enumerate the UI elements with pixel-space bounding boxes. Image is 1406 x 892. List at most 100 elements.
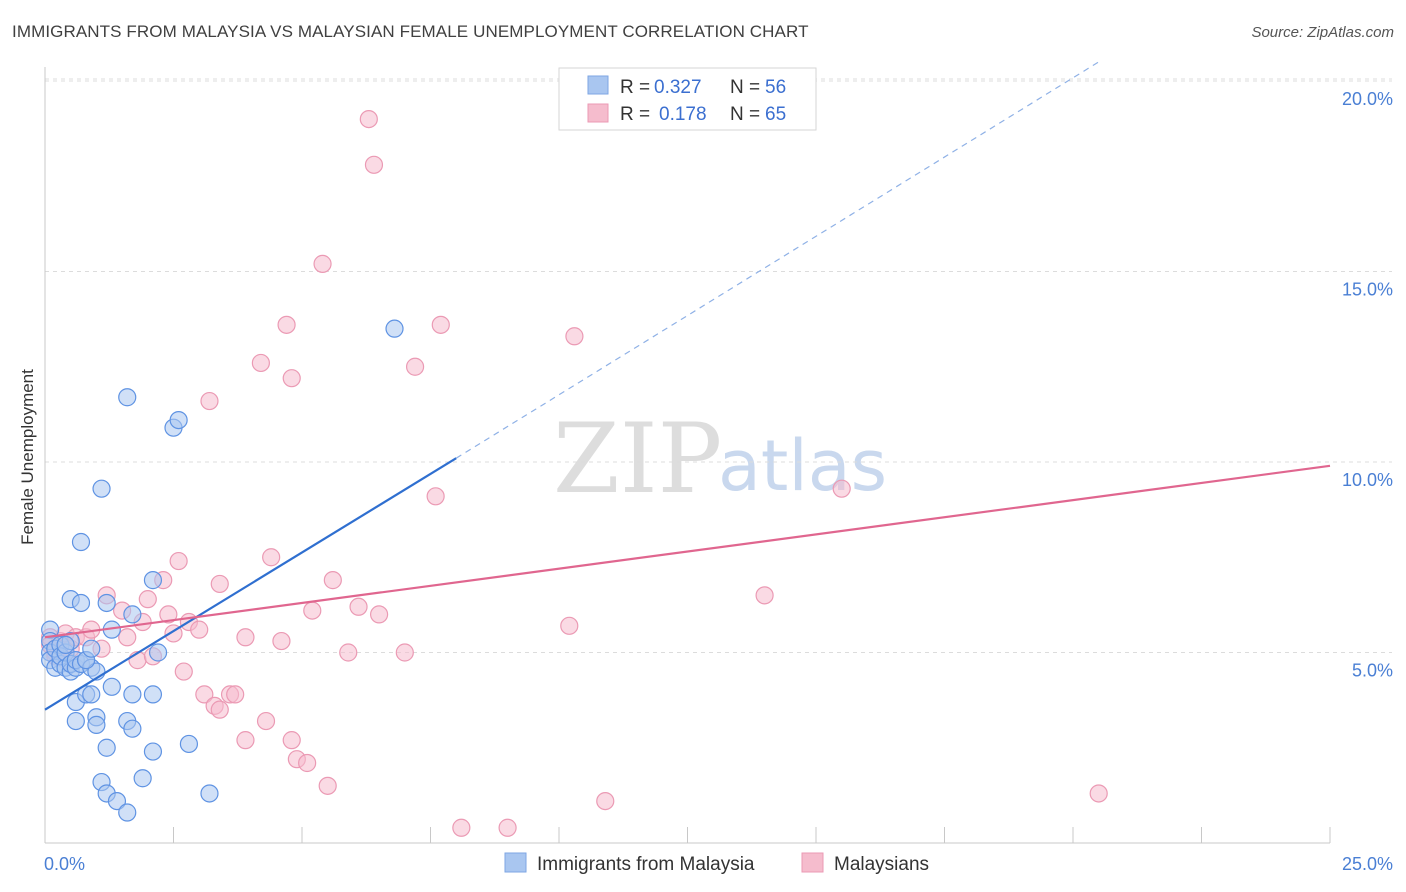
data-point xyxy=(123,605,142,624)
data-point xyxy=(277,315,296,334)
grid xyxy=(45,78,1392,653)
data-point xyxy=(97,738,116,757)
trend-line-malaysians xyxy=(44,464,1331,639)
data-point xyxy=(210,700,229,719)
data-point xyxy=(359,109,378,129)
y-axis-title: Female Unemployment xyxy=(18,369,37,545)
data-point xyxy=(236,731,255,750)
data-point xyxy=(82,639,101,658)
bottom-legend-label-1: Immigrants from Malaysia xyxy=(537,854,755,875)
data-point xyxy=(364,155,384,174)
legend-r-label-1: R = xyxy=(620,77,650,98)
data-point xyxy=(405,357,425,376)
data-point xyxy=(179,734,199,754)
data-point xyxy=(210,574,229,594)
data-point xyxy=(560,616,579,635)
data-point xyxy=(565,327,584,346)
legend-n-value-2: 65 xyxy=(765,104,786,125)
data-point xyxy=(596,791,615,811)
data-point xyxy=(832,479,851,498)
legend-swatch-blue xyxy=(587,75,609,95)
bottom-legend-label-2: Malaysians xyxy=(834,854,929,875)
bottom-legend-swatch-blue xyxy=(504,852,527,873)
data-point xyxy=(1089,784,1108,803)
data-point xyxy=(148,643,168,662)
data-point xyxy=(143,571,163,590)
data-point xyxy=(66,711,85,731)
data-point xyxy=(313,254,332,273)
data-point xyxy=(159,605,178,624)
data-point xyxy=(169,551,188,571)
data-point xyxy=(118,803,137,822)
data-point xyxy=(169,410,188,430)
legend-r-value-2: 0.178 xyxy=(659,104,707,125)
trend-lines xyxy=(44,61,1331,711)
data-point xyxy=(133,769,152,788)
data-point xyxy=(236,628,255,647)
data-point xyxy=(118,388,137,407)
trend-line-immigrants xyxy=(44,457,457,711)
data-point xyxy=(200,391,219,411)
axes xyxy=(44,67,1331,844)
data-point xyxy=(251,353,270,373)
data-point xyxy=(226,685,245,704)
data-point xyxy=(323,571,342,590)
data-point xyxy=(143,742,163,761)
legend-swatch-pink xyxy=(587,103,609,123)
data-point xyxy=(498,818,517,837)
chart-title: IMMIGRANTS FROM MALAYSIA VS MALAYSIAN FE… xyxy=(12,22,809,41)
y-tick-label: 5.0% xyxy=(1352,661,1393,681)
source-label: Source: ZipAtlas.com xyxy=(1251,24,1394,41)
data-point xyxy=(395,643,414,662)
legend-n-label-2: N = xyxy=(730,104,760,125)
data-point xyxy=(143,685,163,704)
data-point xyxy=(107,791,127,811)
data-point xyxy=(71,593,91,613)
data-point xyxy=(385,319,404,338)
data-point xyxy=(349,597,368,616)
data-point xyxy=(195,685,214,704)
data-point xyxy=(138,590,157,609)
immigrants-points xyxy=(41,319,404,822)
data-point xyxy=(56,635,75,654)
data-point xyxy=(87,715,106,734)
data-point xyxy=(318,776,337,795)
data-point xyxy=(262,548,281,567)
data-point xyxy=(118,628,137,647)
x-tick-label-max: 25.0% xyxy=(1342,854,1393,874)
data-point xyxy=(303,601,322,620)
data-point xyxy=(123,719,142,738)
data-point xyxy=(256,711,276,731)
data-point xyxy=(174,662,193,681)
legend-n-value-1: 56 xyxy=(765,77,786,98)
data-point xyxy=(123,685,142,704)
bottom-legend: Immigrants from Malaysia Malaysians xyxy=(504,852,929,875)
data-point xyxy=(272,631,291,651)
data-point xyxy=(71,532,91,552)
data-point xyxy=(755,586,774,605)
y-tick-label: 20.0% xyxy=(1342,89,1393,109)
y-tick-label: 15.0% xyxy=(1342,280,1393,300)
data-point xyxy=(92,479,111,498)
data-point xyxy=(102,677,121,696)
data-point xyxy=(282,369,301,388)
data-point xyxy=(339,643,358,662)
data-point xyxy=(200,784,219,803)
legend-r-label-2: R = xyxy=(620,104,650,125)
x-tick-label-min: 0.0% xyxy=(44,854,85,874)
data-point xyxy=(452,818,471,837)
legend-n-label-1: N = xyxy=(730,77,760,98)
data-point xyxy=(426,487,445,506)
data-point xyxy=(431,315,450,334)
data-point xyxy=(298,753,317,773)
data-point xyxy=(282,731,301,750)
legend-r-value-1: 0.327 xyxy=(654,77,702,98)
watermark-atlas: atlas xyxy=(718,425,887,507)
trend-line-immigrants-extension xyxy=(455,61,1100,459)
data-point xyxy=(190,620,209,639)
watermark-zip: ZIP xyxy=(553,403,722,515)
data-point xyxy=(370,605,389,624)
legend: R = 0.327 N = 56 R = 0.178 N = 65 xyxy=(558,67,817,131)
y-tick-label: 10.0% xyxy=(1342,470,1393,490)
